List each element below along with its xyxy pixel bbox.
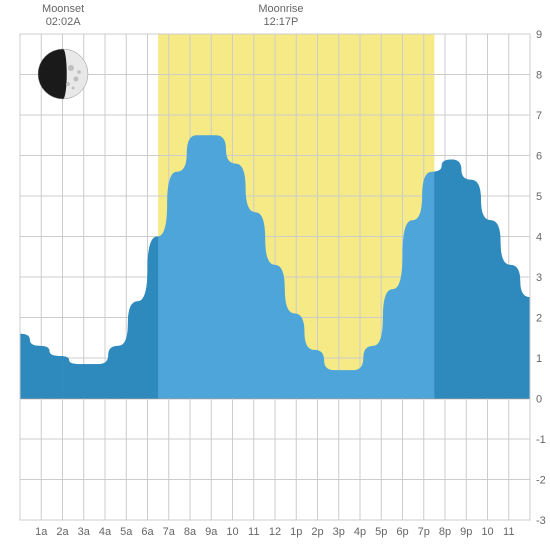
y-tick-label: 8: [536, 70, 542, 82]
moon-crater: [74, 77, 79, 82]
x-tick-label: 7a: [163, 526, 176, 538]
moon-crater: [72, 87, 75, 90]
x-tick-label: 3a: [78, 526, 91, 538]
x-tick-label: 5p: [375, 526, 387, 538]
x-tick-label: 11: [248, 526, 259, 538]
x-tick-label: 4p: [354, 526, 366, 538]
moon-crater: [77, 70, 81, 74]
x-tick-label: 1a: [35, 526, 48, 538]
y-tick-label: 0: [536, 394, 542, 406]
y-tick-label: 5: [536, 191, 542, 203]
x-tick-label: 8p: [439, 526, 451, 538]
x-tick-label: 2p: [311, 526, 323, 538]
y-tick-label: 1: [536, 353, 542, 365]
x-tick-label: 10: [226, 526, 238, 538]
x-tick-label: 9a: [205, 526, 218, 538]
x-tick-label: 2a: [56, 526, 69, 538]
x-tick-label: 11: [503, 526, 514, 538]
x-tick-label: 6a: [141, 526, 154, 538]
x-tick-label: 3p: [333, 526, 345, 538]
y-tick-label: 7: [536, 110, 542, 122]
x-tick-label: 12: [269, 526, 281, 538]
moonset-time: 02:02A: [46, 16, 82, 28]
y-tick-label: 3: [536, 272, 542, 284]
y-tick-label: -3: [536, 515, 546, 527]
x-tick-label: 6p: [396, 526, 408, 538]
moonrise-label: Moonrise: [258, 3, 303, 15]
moonrise-time: 12:17P: [264, 16, 299, 28]
x-tick-label: 9p: [460, 526, 472, 538]
y-tick-label: 2: [536, 313, 542, 325]
moonset-label: Moonset: [42, 3, 84, 15]
y-tick-label: -1: [536, 434, 546, 446]
x-tick-label: 4a: [99, 526, 112, 538]
x-tick-label: 5a: [120, 526, 133, 538]
y-tick-label: 9: [536, 29, 542, 41]
y-tick-label: 6: [536, 151, 542, 163]
moon-crater: [66, 82, 70, 86]
x-tick-label: 7p: [418, 526, 430, 538]
x-tick-label: 1p: [290, 526, 302, 538]
tide-chart: -3-2-101234567891a2a3a4a5a6a7a8a9a101112…: [0, 0, 550, 550]
x-tick-label: 10: [481, 526, 493, 538]
x-tick-label: 8a: [184, 526, 197, 538]
moon-crater: [68, 65, 74, 71]
y-tick-label: 4: [536, 232, 542, 244]
y-tick-label: -2: [536, 475, 546, 487]
